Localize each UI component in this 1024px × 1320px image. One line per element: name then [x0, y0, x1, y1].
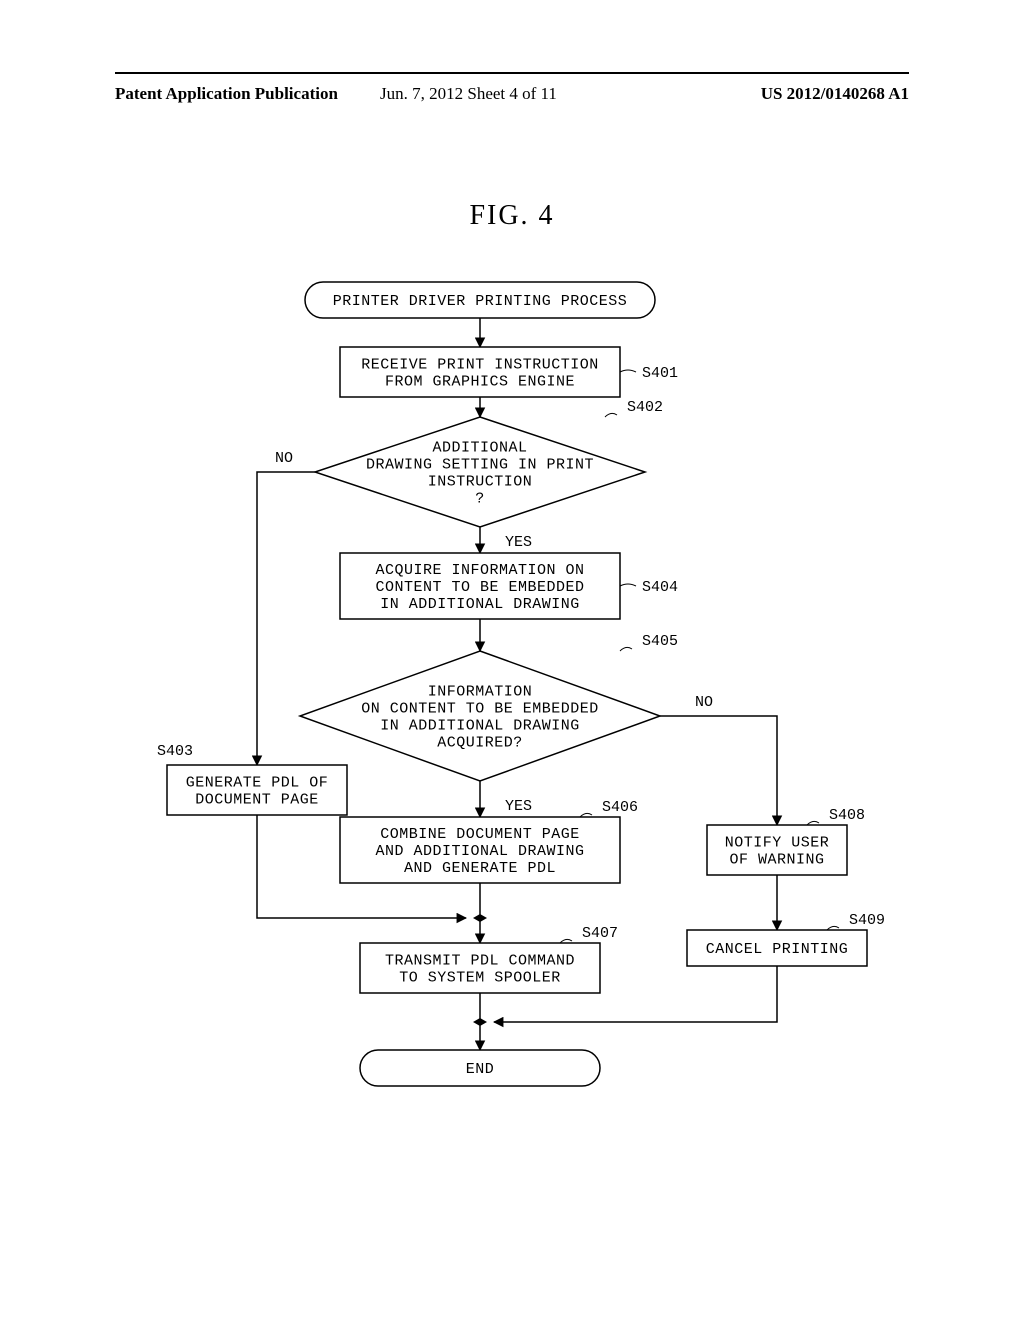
svg-text:NOTIFY USER: NOTIFY USER [725, 835, 830, 852]
node-s404: ACQUIRE INFORMATION ONCONTENT TO BE EMBE… [340, 553, 678, 619]
svg-text:?: ? [475, 491, 485, 508]
svg-text:IN ADDITIONAL DRAWING: IN ADDITIONAL DRAWING [380, 718, 580, 735]
svg-text:S408: S408 [829, 807, 865, 824]
svg-text:TRANSMIT PDL COMMAND: TRANSMIT PDL COMMAND [385, 953, 575, 970]
svg-text:YES: YES [505, 798, 532, 815]
svg-text:INFORMATION: INFORMATION [428, 684, 533, 701]
node-s402: ADDITIONALDRAWING SETTING IN PRINTINSTRU… [315, 399, 663, 527]
svg-text:S405: S405 [642, 633, 678, 650]
svg-text:S401: S401 [642, 365, 678, 382]
node-s405: INFORMATIONON CONTENT TO BE EMBEDDEDIN A… [300, 633, 678, 781]
svg-text:PRINTER DRIVER PRINTING PROCES: PRINTER DRIVER PRINTING PROCESS [333, 293, 628, 310]
svg-text:ADDITIONAL: ADDITIONAL [432, 440, 527, 457]
svg-text:CANCEL PRINTING: CANCEL PRINTING [706, 941, 849, 958]
svg-text:AND ADDITIONAL DRAWING: AND ADDITIONAL DRAWING [375, 843, 584, 860]
svg-text:DOCUMENT PAGE: DOCUMENT PAGE [195, 792, 319, 809]
node-s406: COMBINE DOCUMENT PAGEAND ADDITIONAL DRAW… [340, 799, 638, 883]
svg-text:DRAWING SETTING IN PRINT: DRAWING SETTING IN PRINT [366, 457, 594, 474]
node-s409: CANCEL PRINTINGS409 [687, 912, 885, 966]
node-s401: RECEIVE PRINT INSTRUCTIONFROM GRAPHICS E… [340, 347, 678, 397]
svg-text:S409: S409 [849, 912, 885, 929]
svg-text:S403: S403 [157, 743, 193, 760]
svg-text:S404: S404 [642, 579, 678, 596]
node-s408: NOTIFY USEROF WARNING S408 [707, 807, 865, 875]
node-end: END [360, 1050, 600, 1086]
svg-text:INSTRUCTION: INSTRUCTION [428, 474, 533, 491]
flowchart-svg: YES NO YES NO PRINTER DRIVER PRINTING PROCES… [0, 0, 1024, 1320]
svg-text:END: END [466, 1061, 495, 1078]
svg-text:RECEIVE PRINT INSTRUCTION: RECEIVE PRINT INSTRUCTION [361, 357, 599, 374]
node-start: PRINTER DRIVER PRINTING PROCESS [305, 282, 655, 318]
svg-text:ON CONTENT TO BE EMBEDDED: ON CONTENT TO BE EMBEDDED [361, 701, 599, 718]
svg-text:YES: YES [505, 534, 532, 551]
svg-text:GENERATE PDL OF: GENERATE PDL OF [186, 775, 329, 792]
svg-text:AND GENERATE PDL: AND GENERATE PDL [404, 860, 556, 877]
node-s407: TRANSMIT PDL COMMANDTO SYSTEM SPOOLER S40… [360, 925, 618, 993]
svg-text:NO: NO [275, 450, 293, 467]
svg-text:ACQUIRED?: ACQUIRED? [437, 735, 523, 752]
svg-text:FROM GRAPHICS ENGINE: FROM GRAPHICS ENGINE [385, 374, 575, 391]
svg-text:TO SYSTEM SPOOLER: TO SYSTEM SPOOLER [399, 970, 561, 987]
svg-text:S406: S406 [602, 799, 638, 816]
page: Patent Application Publication Jun. 7, 2… [0, 0, 1024, 1320]
svg-text:ACQUIRE INFORMATION ON: ACQUIRE INFORMATION ON [375, 562, 584, 579]
svg-text:IN ADDITIONAL DRAWING: IN ADDITIONAL DRAWING [380, 596, 580, 613]
node-s403: GENERATE PDL OFDOCUMENT PAGE S403 [157, 743, 347, 815]
svg-text:COMBINE DOCUMENT PAGE: COMBINE DOCUMENT PAGE [380, 826, 580, 843]
svg-text:S402: S402 [627, 399, 663, 416]
svg-text:NO: NO [695, 694, 713, 711]
svg-text:CONTENT TO BE EMBEDDED: CONTENT TO BE EMBEDDED [375, 579, 584, 596]
svg-text:S407: S407 [582, 925, 618, 942]
svg-text:OF WARNING: OF WARNING [729, 852, 824, 869]
